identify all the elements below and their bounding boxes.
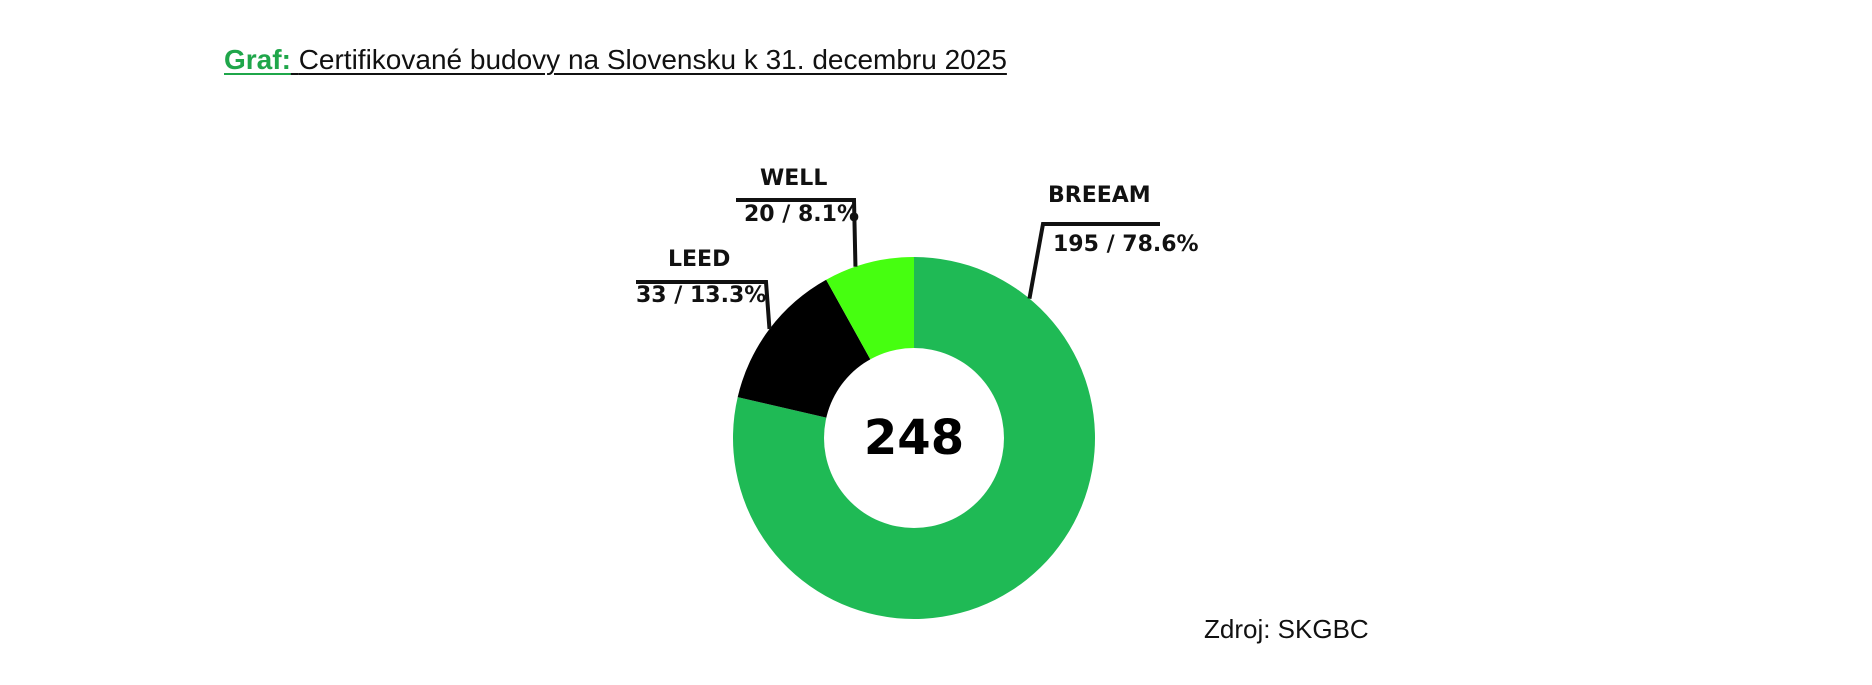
chart-title-prefix: Graf:	[224, 44, 291, 75]
label-name-well: WELL	[760, 166, 827, 191]
leader-line-leed	[636, 280, 772, 330]
source-note: Zdroj: SKGBC	[1204, 614, 1369, 644]
chart-title: Graf: Certifikované budovy na Slovensku …	[224, 44, 1007, 76]
label-value-leed: 33 / 13.3%	[636, 283, 766, 308]
label-value-breeam: 195 / 78.6%	[1053, 232, 1199, 257]
chart-title-text: Certifikované budovy na Slovensku k 31. …	[298, 44, 1007, 75]
label-name-leed: LEED	[668, 247, 730, 272]
slice-labels: BREEAM 195 / 78.6% LEED 33 / 13.3% WELL 20 / …	[636, 166, 1199, 330]
total-count: 248	[864, 410, 964, 466]
leader-line-breeam	[1027, 222, 1160, 299]
label-name-breeam: BREEAM	[1048, 183, 1151, 208]
leader-line-well	[736, 198, 858, 267]
donut-hole	[824, 348, 1004, 528]
label-value-well: 20 / 8.1%	[744, 202, 859, 227]
